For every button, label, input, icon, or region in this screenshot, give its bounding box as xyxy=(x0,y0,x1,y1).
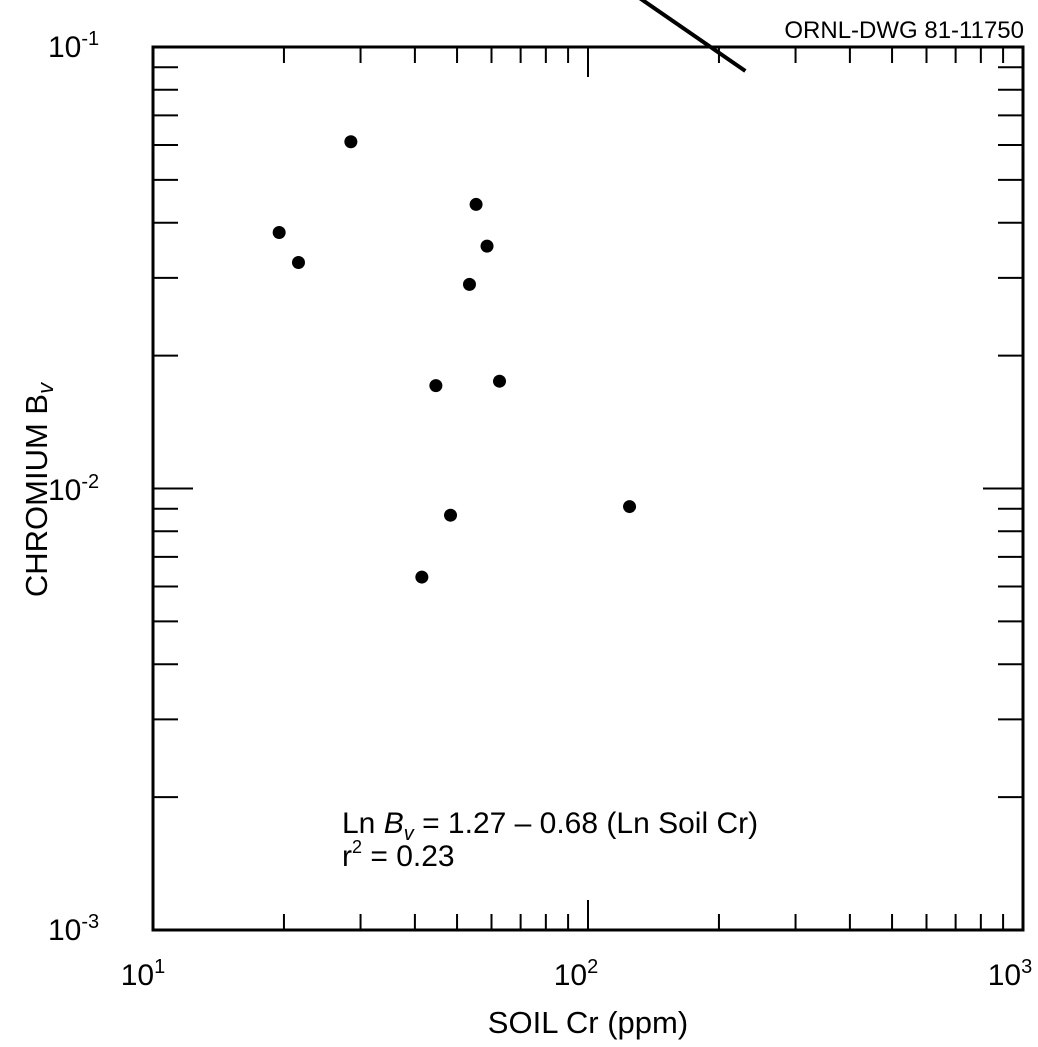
y-tick-label-0.01: 10-2 xyxy=(48,471,99,507)
y-axis-label: CHROMIUM Bv xyxy=(19,381,58,597)
data-point-4 xyxy=(415,570,429,584)
data-point-11 xyxy=(623,500,637,514)
data-point-2 xyxy=(291,256,305,270)
drawing-id: ORNL-DWG 81-11750 xyxy=(784,17,1024,44)
x-tick-label-10: 101 xyxy=(121,956,166,992)
tick-marks xyxy=(153,47,1023,930)
x-axis-label: SOIL Cr (ppm) xyxy=(488,1005,688,1040)
data-point-3 xyxy=(344,135,358,149)
y-tick-label-0.1: 10-1 xyxy=(48,28,99,64)
data-point-6 xyxy=(444,508,458,522)
data-point-9 xyxy=(480,239,494,253)
regression-equation: Ln Bv = 1.27 – 0.68 (Ln Soil Cr) xyxy=(342,807,758,845)
regression-line xyxy=(638,0,747,73)
x-tick-label-1000: 103 xyxy=(988,956,1033,992)
data-point-8 xyxy=(469,197,483,211)
data-point-7 xyxy=(462,277,476,291)
data-points xyxy=(272,135,637,584)
data-point-5 xyxy=(429,379,443,393)
plot-frame xyxy=(151,45,1025,932)
x-tick-label-100: 102 xyxy=(554,956,599,992)
y-tick-label-0.001: 10-3 xyxy=(48,911,99,947)
r-squared: r2 = 0.23 xyxy=(342,837,455,873)
data-point-10 xyxy=(493,374,507,388)
data-point-1 xyxy=(272,226,286,240)
